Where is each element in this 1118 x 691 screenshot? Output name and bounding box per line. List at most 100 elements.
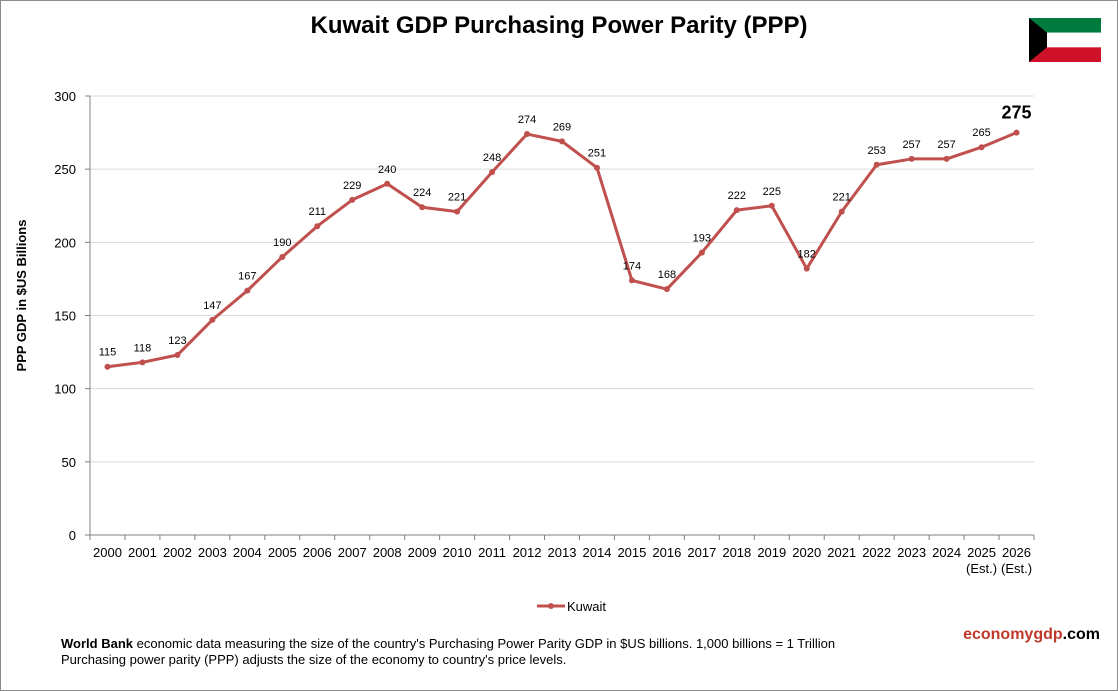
x-tick-label: 2011 bbox=[478, 545, 506, 560]
y-tick-label: 0 bbox=[69, 528, 76, 543]
brand-part-3: .com bbox=[1062, 626, 1100, 643]
legend-label: Kuwait bbox=[567, 599, 606, 614]
data-label: 168 bbox=[658, 269, 676, 281]
x-tick-label: 2015 bbox=[617, 545, 646, 560]
footer-note: World Bank economic data measuring the s… bbox=[61, 636, 835, 668]
y-tick-label: 250 bbox=[54, 162, 76, 177]
data-label: 123 bbox=[168, 335, 186, 347]
data-point bbox=[279, 253, 286, 260]
data-point bbox=[663, 286, 670, 293]
data-label: 240 bbox=[378, 164, 396, 176]
data-point bbox=[593, 164, 600, 171]
data-point bbox=[174, 352, 181, 359]
data-label: 174 bbox=[623, 260, 641, 272]
x-tick-label: 2012 bbox=[513, 545, 542, 560]
x-tick-label: 2006 bbox=[303, 545, 332, 560]
y-tick-label: 100 bbox=[54, 382, 76, 397]
brand-part-2: gdp bbox=[1033, 626, 1063, 643]
data-point bbox=[559, 138, 565, 145]
data-point bbox=[628, 277, 635, 284]
data-label: 118 bbox=[134, 342, 152, 354]
data-label: 221 bbox=[833, 192, 851, 204]
data-point bbox=[244, 287, 251, 294]
data-point bbox=[454, 208, 461, 215]
footer-text-1: economic data measuring the size of the … bbox=[133, 636, 836, 651]
data-label: 257 bbox=[902, 139, 920, 151]
x-tick-label: 2000 bbox=[93, 545, 122, 560]
flag-red-stripe bbox=[1029, 47, 1101, 62]
data-point bbox=[978, 144, 985, 151]
data-label: 115 bbox=[99, 347, 117, 359]
y-axis-title: PPP GDP in $US Billions bbox=[14, 220, 29, 372]
x-tick-label: 2004 bbox=[233, 545, 262, 560]
data-point bbox=[873, 161, 880, 168]
data-point bbox=[768, 202, 775, 209]
chart-title: Kuwait GDP Purchasing Power Parity (PPP) bbox=[310, 12, 808, 39]
data-point bbox=[314, 223, 321, 230]
x-tick-label: 2018 bbox=[722, 545, 751, 560]
data-point bbox=[943, 155, 950, 162]
x-tick-label: 2003 bbox=[198, 545, 227, 560]
data-point bbox=[419, 204, 426, 211]
data-point bbox=[139, 359, 146, 366]
data-label: 251 bbox=[588, 148, 606, 160]
x-tick-label: 2024 bbox=[932, 545, 961, 560]
x-tick-label: 2017 bbox=[687, 545, 716, 560]
data-label: 224 bbox=[413, 187, 431, 199]
data-point bbox=[698, 249, 705, 256]
x-tick-label: 2010 bbox=[443, 545, 472, 560]
x-tick-label: 2020 bbox=[792, 545, 821, 560]
data-label: 265 bbox=[972, 127, 990, 139]
data-point bbox=[803, 265, 810, 272]
kuwait-flag-icon bbox=[1029, 18, 1101, 62]
y-tick-label: 50 bbox=[62, 455, 76, 470]
data-point bbox=[489, 169, 496, 176]
x-tick-label: 2005 bbox=[268, 545, 297, 560]
data-label: 182 bbox=[798, 249, 816, 261]
data-label: 257 bbox=[937, 139, 955, 151]
x-tick-sublabel: (Est.) bbox=[1001, 561, 1032, 576]
data-label: 221 bbox=[448, 192, 466, 204]
brand-logo[interactable]: economygdp.com bbox=[963, 626, 1100, 644]
x-tick-label: 2019 bbox=[757, 545, 786, 560]
data-label: 193 bbox=[693, 233, 711, 245]
data-point bbox=[384, 180, 391, 187]
y-tick-label: 150 bbox=[54, 309, 76, 324]
data-point bbox=[349, 196, 356, 203]
data-point bbox=[733, 207, 740, 214]
flag-green-stripe bbox=[1029, 18, 1101, 33]
data-point bbox=[209, 316, 216, 323]
data-point bbox=[1013, 129, 1020, 136]
data-label: 248 bbox=[483, 152, 501, 164]
series-line-kuwait bbox=[107, 131, 1018, 369]
y-tick-label: 200 bbox=[54, 235, 76, 250]
brand-part-1: economy bbox=[963, 626, 1034, 643]
x-tick-label: 2001 bbox=[128, 545, 157, 560]
legend-swatch-marker bbox=[548, 603, 554, 609]
data-label: 274 bbox=[518, 114, 536, 126]
data-label: 211 bbox=[308, 206, 326, 218]
x-tick-label: 2009 bbox=[408, 545, 437, 560]
data-point bbox=[838, 208, 845, 215]
footer-source: World Bank bbox=[61, 636, 133, 651]
x-tick-label: 2025 bbox=[967, 545, 996, 560]
x-tick-label: 2014 bbox=[583, 545, 612, 560]
data-label: 253 bbox=[867, 145, 885, 157]
x-tick-label: 2002 bbox=[163, 545, 192, 560]
x-tick-label: 2013 bbox=[548, 545, 577, 560]
x-tick-sublabel: (Est.) bbox=[966, 561, 997, 576]
data-point bbox=[524, 131, 531, 138]
data-label: 190 bbox=[273, 237, 291, 249]
x-tick-label: 2022 bbox=[862, 545, 891, 560]
data-label: 229 bbox=[343, 180, 361, 192]
flag-black-trapezoid bbox=[1029, 18, 1047, 62]
x-tick-label: 2026 bbox=[1002, 545, 1031, 560]
data-label: 222 bbox=[728, 190, 746, 202]
data-label-highlight: 275 bbox=[1001, 103, 1031, 123]
x-tick-label: 2021 bbox=[827, 545, 856, 560]
footer-line-1: World Bank economic data measuring the s… bbox=[61, 636, 835, 652]
x-tick-label: 2016 bbox=[652, 545, 681, 560]
data-point bbox=[908, 155, 915, 162]
x-tick-label: 2008 bbox=[373, 545, 402, 560]
